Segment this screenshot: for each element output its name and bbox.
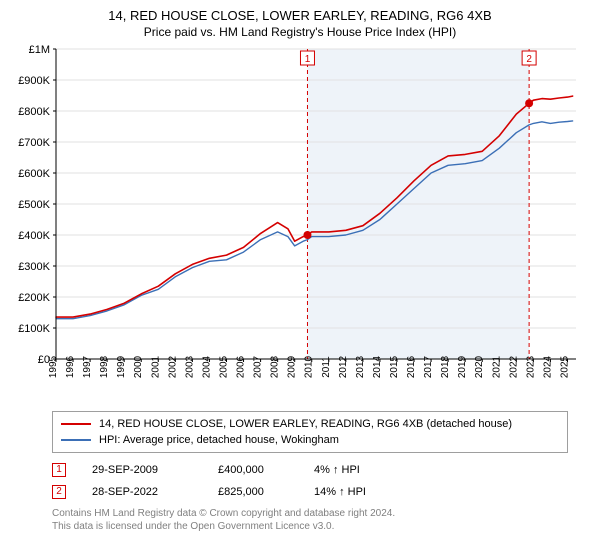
transaction-price: £825,000	[218, 486, 288, 498]
y-tick-label: £900K	[18, 75, 50, 87]
legend-label: 14, RED HOUSE CLOSE, LOWER EARLEY, READI…	[99, 418, 512, 430]
page-title: 14, RED HOUSE CLOSE, LOWER EARLEY, READI…	[10, 8, 590, 25]
transaction-marker: 2	[52, 485, 66, 499]
marker-label-1: 1	[305, 54, 311, 65]
transaction-date: 28-SEP-2022	[92, 486, 192, 498]
legend-item: 14, RED HOUSE CLOSE, LOWER EARLEY, READI…	[61, 416, 559, 432]
price-point-2	[525, 99, 533, 107]
marker-label-2: 2	[526, 54, 532, 65]
legend-label: HPI: Average price, detached house, Woki…	[99, 434, 339, 446]
transactions-table: 1 29-SEP-2009 £400,000 4% ↑ HPI 2 28-SEP-2022…	[52, 459, 568, 503]
legend-item: HPI: Average price, detached house, Woki…	[61, 432, 559, 448]
legend-swatch	[61, 439, 91, 441]
y-tick-label: £500K	[18, 199, 50, 211]
line-chart: £0£100K£200K£300K£400K£500K£600K£700K£80…	[10, 43, 590, 403]
price-point-1	[303, 231, 311, 239]
page-subtitle: Price paid vs. HM Land Registry's House …	[10, 25, 590, 39]
y-tick-label: £300K	[18, 261, 50, 273]
y-tick-label: £700K	[18, 137, 50, 149]
y-tick-label: £200K	[18, 292, 50, 304]
transaction-price: £400,000	[218, 464, 288, 476]
y-tick-label: £100K	[18, 323, 50, 335]
chart-svg: £0£100K£200K£300K£400K£500K£600K£700K£80…	[10, 43, 590, 403]
y-tick-label: £400K	[18, 230, 50, 242]
footnote: Contains HM Land Registry data © Crown c…	[52, 507, 568, 533]
y-tick-label: £600K	[18, 168, 50, 180]
transaction-row: 2 28-SEP-2022 £825,000 14% ↑ HPI	[52, 481, 568, 503]
legend-swatch	[61, 423, 91, 425]
transaction-marker: 1	[52, 463, 66, 477]
footnote-line2: This data is licensed under the Open Gov…	[52, 520, 568, 533]
legend: 14, RED HOUSE CLOSE, LOWER EARLEY, READI…	[52, 411, 568, 453]
y-tick-label: £1M	[29, 44, 50, 56]
transaction-pct: 4% ↑ HPI	[314, 464, 394, 476]
transaction-date: 29-SEP-2009	[92, 464, 192, 476]
chart-container: 14, RED HOUSE CLOSE, LOWER EARLEY, READI…	[0, 0, 600, 537]
transaction-row: 1 29-SEP-2009 £400,000 4% ↑ HPI	[52, 459, 568, 481]
y-tick-label: £800K	[18, 106, 50, 118]
footnote-line1: Contains HM Land Registry data © Crown c…	[52, 507, 568, 520]
transaction-pct: 14% ↑ HPI	[314, 486, 394, 498]
